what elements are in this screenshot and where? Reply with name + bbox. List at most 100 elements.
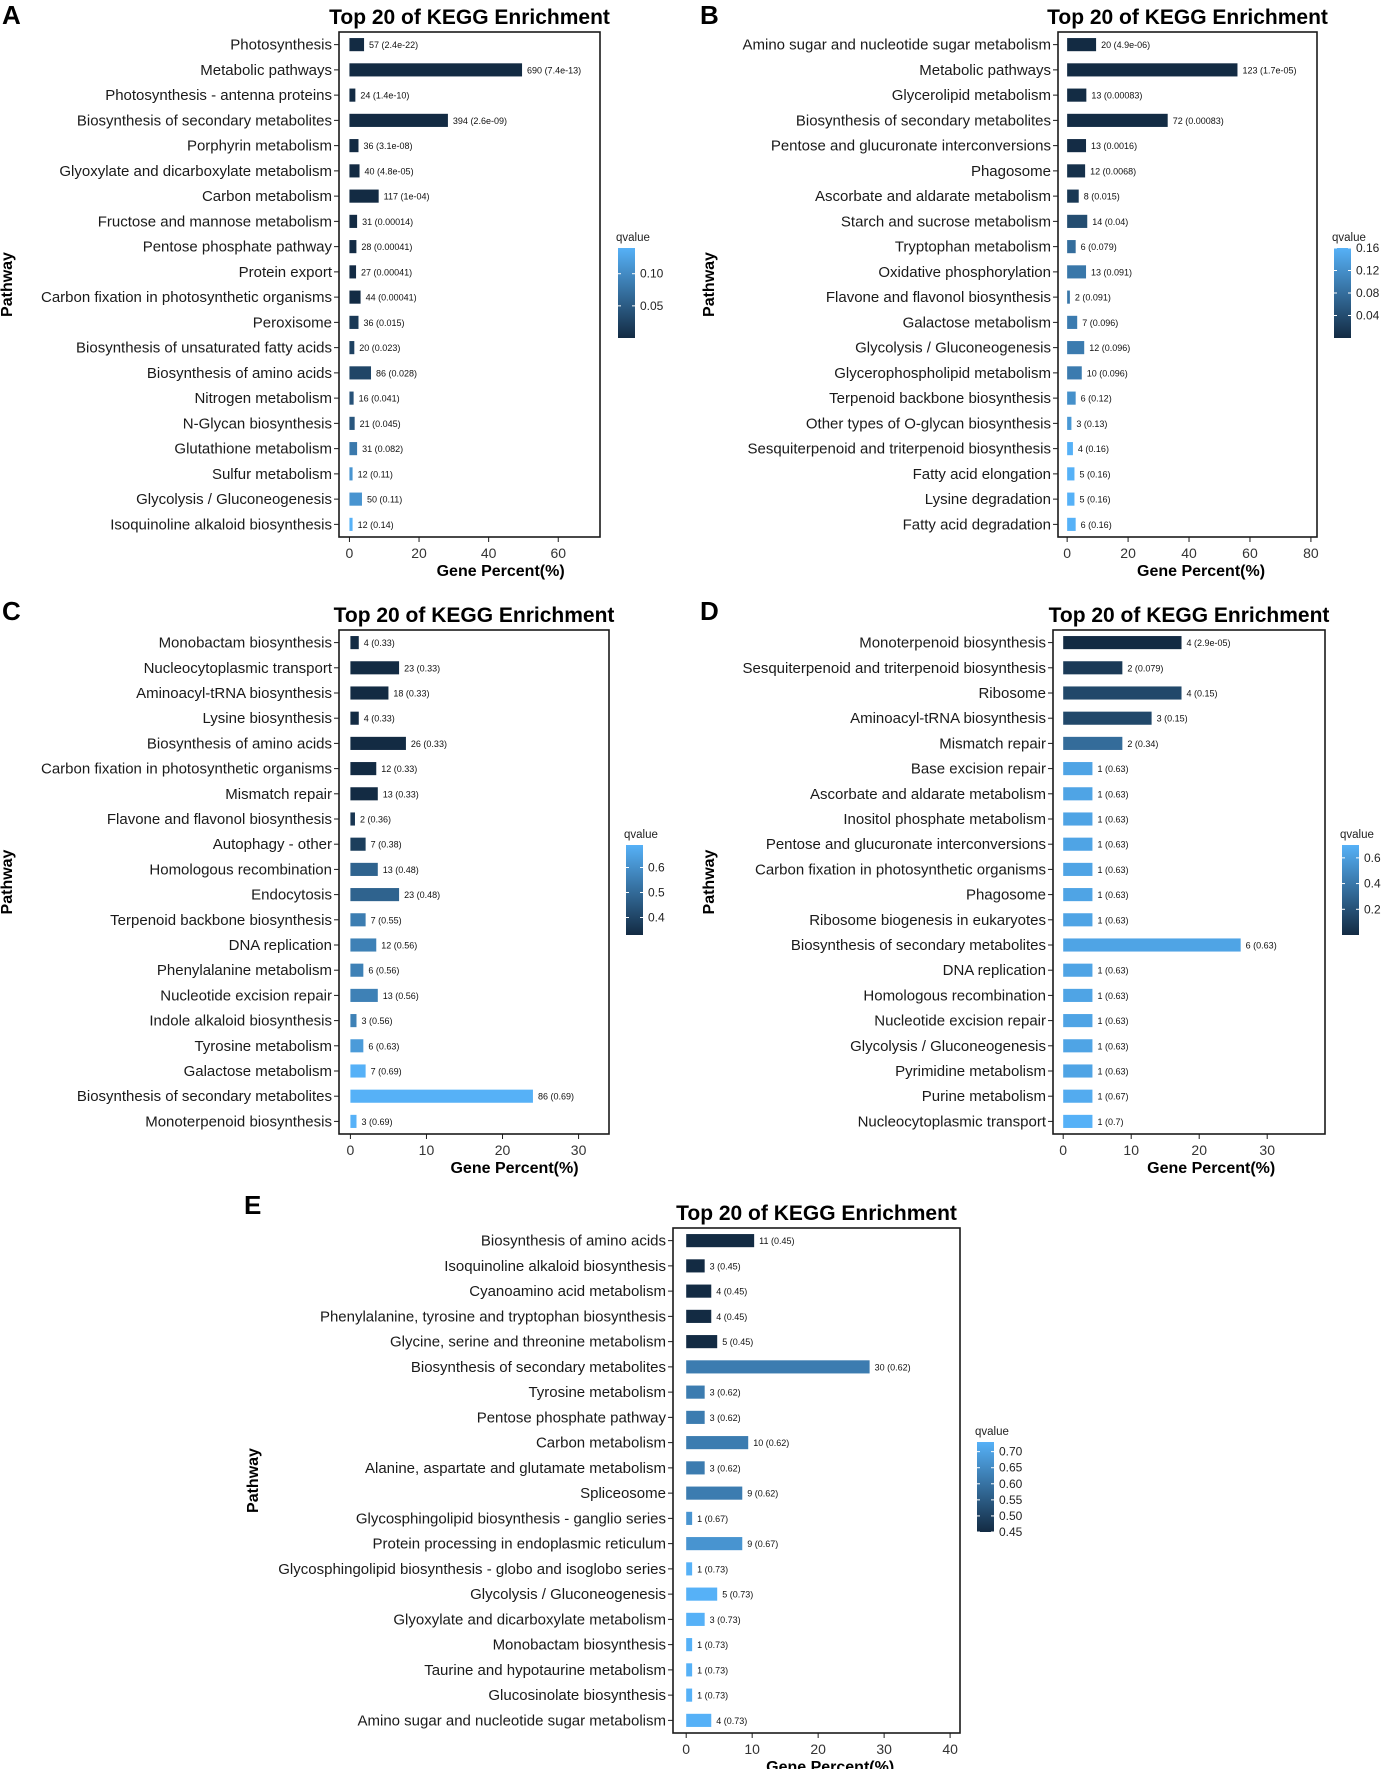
pathway-label: Carbon fixation in photosynthetic organi… xyxy=(41,289,332,306)
chart-title: Top 20 of KEGG Enrichment xyxy=(1049,604,1330,627)
pathway-label: Monoterpenoid biosynthesis xyxy=(859,635,1046,652)
bar xyxy=(1067,189,1079,203)
x-axis-title: Gene Percent(%) xyxy=(1147,1160,1275,1177)
bar xyxy=(1063,661,1123,675)
bar-value-label: 27 (0.00041) xyxy=(361,267,412,277)
pathway-label: Glycolysis / Gluconeogenesis xyxy=(850,1038,1046,1055)
panel-letter: A xyxy=(2,0,21,30)
bar-value-label: 1 (0.63) xyxy=(1097,789,1128,799)
pathway-label: Biosynthesis of amino acids xyxy=(481,1233,666,1250)
pathway-label: Nucleotide excision repair xyxy=(874,1013,1046,1030)
pathway-label: Mismatch repair xyxy=(225,786,332,803)
pathway-label: Fatty acid elongation xyxy=(913,466,1051,483)
bar-value-label: 394 (2.6e-09) xyxy=(453,116,507,126)
bar xyxy=(1063,963,1093,977)
bar-value-label: 7 (0.69) xyxy=(371,1067,402,1077)
x-tick-label: 0 xyxy=(347,1142,355,1158)
legend-title: qvalue xyxy=(975,1426,1009,1438)
pathway-label: Glycerolipid metabolism xyxy=(892,87,1051,104)
bar xyxy=(349,38,365,52)
legend-tick-label: 0.08 xyxy=(1356,286,1380,300)
bar xyxy=(350,837,366,851)
chart-title: Top 20 of KEGG Enrichment xyxy=(1047,6,1328,29)
bar xyxy=(350,1014,357,1028)
bar-value-label: 3 (0.56) xyxy=(361,1016,392,1026)
bar-value-label: 13 (0.091) xyxy=(1091,267,1132,277)
pathway-label: Nucleocytoplasmic transport xyxy=(858,1113,1047,1130)
bar xyxy=(349,88,356,102)
pathway-label: DNA replication xyxy=(943,962,1046,979)
pathway-label: Protein export xyxy=(239,264,333,281)
x-tick-label: 20 xyxy=(495,1142,511,1158)
pathway-label: Pentose phosphate pathway xyxy=(143,239,333,256)
pathway-label: Ribosome xyxy=(978,685,1046,702)
panel-b: B Top 20 of KEGG Enrichment Amino sugar an… xyxy=(700,0,1380,580)
bar-value-label: 3 (0.13) xyxy=(1076,419,1107,429)
bar-value-label: 13 (0.00083) xyxy=(1091,91,1142,101)
pathway-label: Ascorbate and aldarate metabolism xyxy=(815,188,1051,205)
pathway-label: Mismatch repair xyxy=(939,735,1046,752)
pathway-label: Photosynthesis xyxy=(230,37,332,54)
pathway-label: Galactose metabolism xyxy=(184,1063,332,1080)
pathway-label: Taurine and hypotaurine metabolism xyxy=(424,1662,666,1679)
panel-letter: C xyxy=(2,596,21,626)
bar xyxy=(1063,736,1123,750)
bar-value-label: 13 (0.0016) xyxy=(1091,141,1137,151)
pathway-label: Isoquinoline alkaloid biosynthesis xyxy=(444,1258,666,1275)
bar-value-label: 21 (0.045) xyxy=(360,419,401,429)
bar-value-label: 3 (0.62) xyxy=(710,1413,741,1423)
pathway-label: Glycolysis / Gluconeogenesis xyxy=(470,1586,666,1603)
pathway-label: Ascorbate and aldarate metabolism xyxy=(810,786,1046,803)
pathway-label: Pentose and glucuronate interconversions xyxy=(771,138,1051,155)
bar-value-label: 24 (1.4e-10) xyxy=(360,91,409,101)
plot-frame xyxy=(338,629,610,1135)
legend-colorbar xyxy=(618,248,635,338)
bar-value-label: 1 (0.73) xyxy=(697,1665,728,1675)
pathway-label: Glyoxylate and dicarboxylate metabolism xyxy=(393,1611,666,1628)
bar-value-label: 4 (0.15) xyxy=(1187,689,1218,699)
bar-value-label: 6 (0.16) xyxy=(1081,520,1112,530)
bar xyxy=(1063,1114,1093,1128)
pathway-label: Alanine, aspartate and glutamate metabol… xyxy=(365,1460,666,1477)
bar xyxy=(1063,787,1093,801)
pathway-label: Glycosphingolipid biosynthesis - globo a… xyxy=(278,1561,666,1578)
bar xyxy=(1063,988,1093,1002)
bar xyxy=(686,1234,755,1248)
legend-tick-label: 0.6 xyxy=(1364,851,1381,865)
pathway-label: Tyrosine metabolism xyxy=(194,1038,332,1055)
x-tick-label: 60 xyxy=(1242,545,1258,561)
bar xyxy=(1063,762,1093,776)
bar-value-label: 20 (4.9e-06) xyxy=(1101,40,1150,50)
pathway-label: Indole alkaloid biosynthesis xyxy=(149,1013,332,1030)
bar-value-label: 4 (0.33) xyxy=(364,714,395,724)
bar-value-label: 8 (0.015) xyxy=(1084,192,1120,202)
pathway-label: Nitrogen metabolism xyxy=(194,390,332,407)
x-axis-title: Gene Percent(%) xyxy=(437,563,565,580)
pathway-label: Glycerophospholipid metabolism xyxy=(834,365,1051,382)
bar-value-label: 13 (0.33) xyxy=(383,789,419,799)
bar xyxy=(1063,1064,1093,1078)
bar-value-label: 13 (0.56) xyxy=(383,991,419,1001)
bar-value-label: 18 (0.33) xyxy=(393,689,429,699)
pathway-label: Phenylalanine, tyrosine and tryptophan b… xyxy=(320,1308,666,1325)
bar xyxy=(686,1511,693,1525)
bar-value-label: 4 (0.16) xyxy=(1078,444,1109,454)
bar xyxy=(1067,492,1075,506)
pathway-label: Porphyrin metabolism xyxy=(187,138,332,155)
bar xyxy=(1063,837,1093,851)
bar xyxy=(350,661,400,675)
bar-value-label: 4 (0.45) xyxy=(716,1287,747,1297)
bar-value-label: 28 (0.00041) xyxy=(361,242,412,252)
legend-tick-label: 0.4 xyxy=(1364,877,1381,891)
pathway-label: Tryptophan metabolism xyxy=(895,239,1051,256)
bar xyxy=(686,1587,718,1601)
x-tick-label: 20 xyxy=(1191,1142,1207,1158)
bar-value-label: 10 (0.62) xyxy=(753,1438,789,1448)
bar-value-label: 10 (0.096) xyxy=(1087,368,1128,378)
bar-value-label: 4 (0.33) xyxy=(364,638,395,648)
bar xyxy=(349,139,359,153)
pathway-label: Spliceosome xyxy=(580,1485,666,1502)
pathway-label: Sesquiterpenoid and triterpenoid biosynt… xyxy=(747,441,1051,458)
pathway-label: Biosynthesis of secondary metabolites xyxy=(796,112,1051,129)
